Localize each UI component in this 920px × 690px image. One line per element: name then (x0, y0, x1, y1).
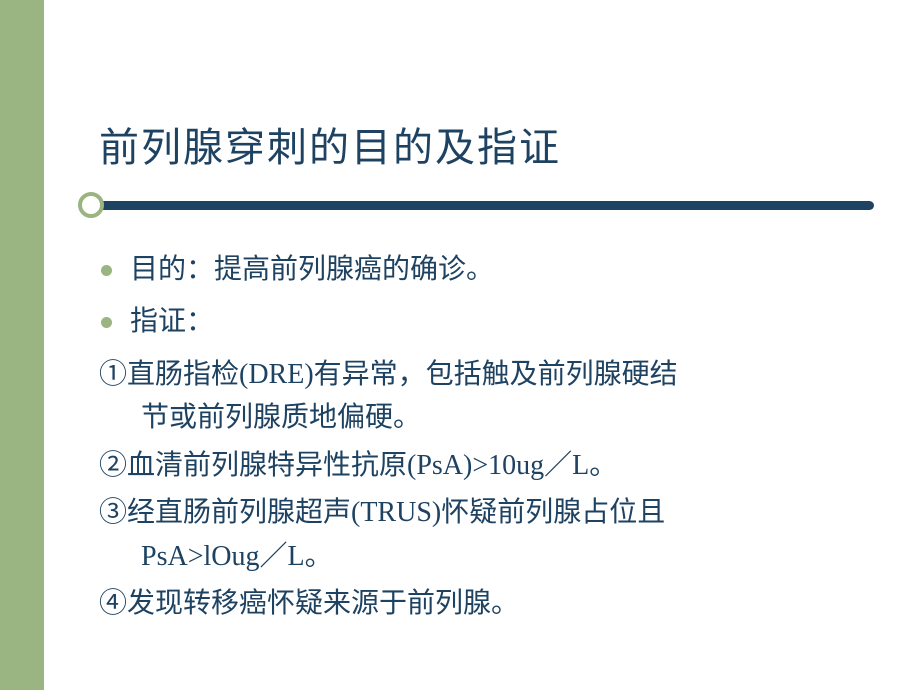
content-area: 目的：提高前列腺癌的确诊。 指证： ①直肠指检(DRE)有异常，包括触及前列腺硬… (44, 221, 920, 625)
bullet-item: 目的：提高前列腺癌的确诊。 (99, 249, 870, 291)
numbered-text: ④发现转移癌怀疑来源于前列腺。 (99, 588, 519, 619)
numbered-text: ③经直肠前列腺超声(TRUS)怀疑前列腺占位且 (99, 497, 665, 528)
numbered-item: ②血清前列腺特异性抗原(PsA)>10ug／L。 (99, 444, 870, 487)
underline-circle-icon (78, 192, 104, 218)
numbered-text: ②血清前列腺特异性抗原(PsA)>10ug／L。 (99, 450, 617, 481)
numbered-text-hang: PsA>lOug／L。 (99, 535, 870, 578)
title-area: 前列腺穿刺的目的及指证 (44, 0, 920, 173)
numbered-item: ①直肠指检(DRE)有异常，包括触及前列腺硬结 节或前列腺质地偏硬。 (99, 353, 870, 440)
bullet-item: 指证： (99, 301, 870, 343)
numbered-text-hang: 节或前列腺质地偏硬。 (99, 396, 870, 439)
bullet-dot-icon (101, 265, 112, 276)
numbered-text: ①直肠指检(DRE)有异常，包括触及前列腺硬结 (99, 359, 678, 390)
bullet-text: 指证： (130, 301, 214, 343)
slide-body: 前列腺穿刺的目的及指证 目的：提高前列腺癌的确诊。 指证： ①直肠指检(DRE)… (44, 0, 920, 690)
underline-bar (84, 201, 874, 210)
bullet-dot-icon (101, 317, 112, 328)
numbered-item: ④发现转移癌怀疑来源于前列腺。 (99, 582, 870, 625)
title-underline (84, 191, 874, 221)
slide-title: 前列腺穿刺的目的及指证 (99, 115, 920, 173)
bullet-text: 目的：提高前列腺癌的确诊。 (130, 249, 494, 291)
left-sidebar (0, 0, 44, 690)
numbered-item: ③经直肠前列腺超声(TRUS)怀疑前列腺占位且 PsA>lOug／L。 (99, 491, 870, 578)
